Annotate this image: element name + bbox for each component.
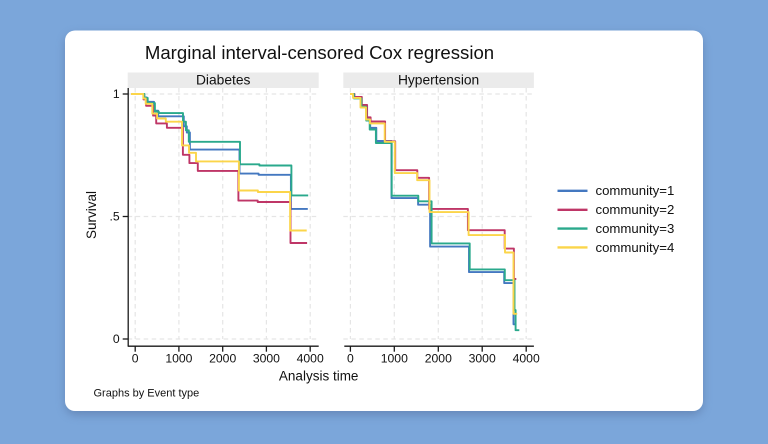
svg-text:0: 0 [113,332,120,346]
svg-text:1: 1 [113,87,120,101]
svg-text:Marginal interval-censored Cox: Marginal interval-censored Cox regressio… [145,42,494,63]
svg-text:Graphs by Event type: Graphs by Event type [94,388,200,400]
svg-text:Diabetes: Diabetes [196,73,251,88]
svg-text:community=1: community=1 [596,183,675,198]
svg-text:0: 0 [132,352,139,366]
svg-text:Hypertension: Hypertension [398,73,479,88]
svg-text:community=4: community=4 [596,240,675,255]
svg-text:1000: 1000 [381,352,408,366]
svg-text:4000: 4000 [297,352,324,366]
svg-text:1000: 1000 [165,352,192,366]
svg-text:3000: 3000 [253,352,280,366]
svg-text:Analysis time: Analysis time [279,368,359,383]
svg-text:2000: 2000 [209,352,236,366]
svg-text:0: 0 [347,352,354,366]
svg-text:2000: 2000 [425,352,452,366]
svg-text:3000: 3000 [469,352,496,366]
svg-text:4000: 4000 [513,352,540,366]
svg-text:community=2: community=2 [596,202,675,217]
svg-text:Survival: Survival [84,191,99,239]
svg-text:.5: .5 [110,210,120,224]
svg-text:community=3: community=3 [596,221,675,236]
